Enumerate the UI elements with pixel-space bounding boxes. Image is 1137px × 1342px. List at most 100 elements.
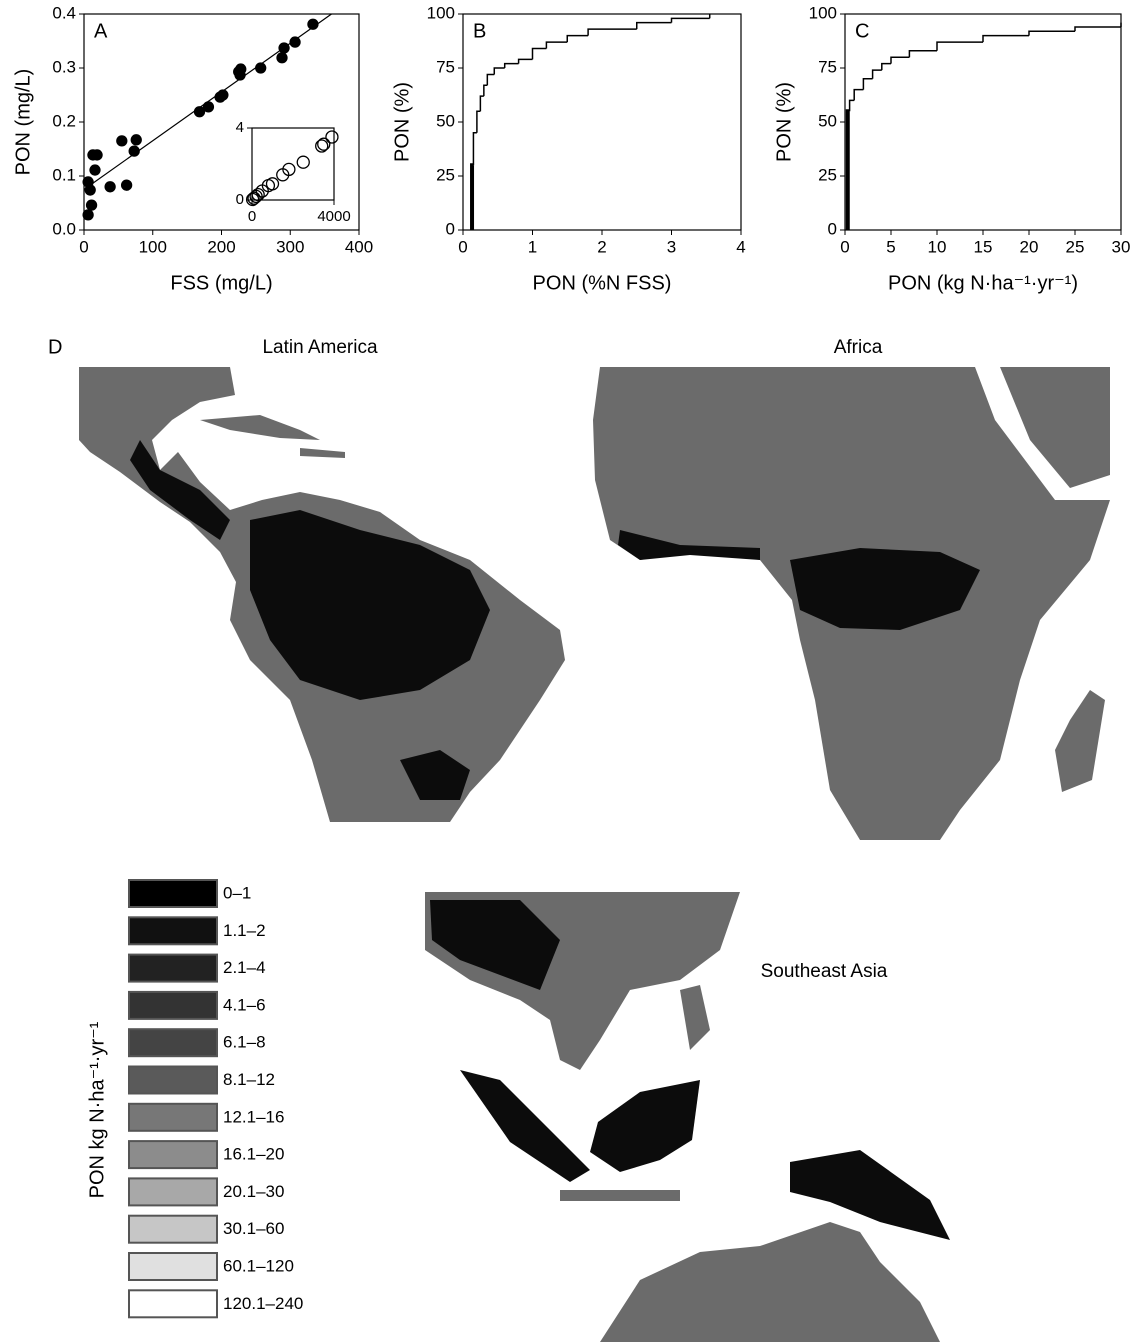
x-tick-label: 20 [1020,238,1039,257]
y-tick-label: 50 [818,111,837,130]
y-axis-title: PON (mg/L) [12,69,34,176]
y-tick-label: 4 [236,119,244,136]
x-tick-label: 3 [667,238,676,257]
legend-label: 60.1–120 [223,1256,294,1275]
y-tick-label: 0 [828,219,837,238]
data-point [297,156,309,168]
data-point [267,178,279,190]
data-point [117,136,127,146]
legend-swatch [129,1290,217,1317]
land-dark [790,1150,950,1240]
legend-label: 6.1–8 [223,1033,266,1052]
legend-swatch [129,955,217,982]
data-point [92,150,102,160]
legend-swatch [129,880,217,907]
step [983,36,1029,42]
legend-label: 1.1–2 [223,921,266,940]
x-tick-label: 25 [1066,238,1085,257]
legend-swatch [129,1104,217,1131]
x-tick-label: 4 [736,238,745,257]
data-point [105,182,115,192]
x-tick-label: 400 [345,238,373,257]
step [484,85,487,96]
step [891,57,909,63]
x-tick-label: 15 [974,238,993,257]
legend-swatch [129,917,217,944]
x-tick-label: 30 [1112,238,1131,257]
step [546,42,567,48]
y-tick-label: 75 [436,57,455,76]
plot-frame [463,14,741,230]
y-axis-title: PON (%) [391,82,413,162]
step [937,42,983,51]
panel-label: A [94,20,108,42]
panel-label: D [48,336,62,358]
data-point [122,180,132,190]
step [533,49,547,60]
legend-label: 20.1–30 [223,1182,284,1201]
step [567,36,588,42]
y-tick-label: 0.1 [52,165,76,184]
region-label: Southeast Asia [761,961,888,982]
x-tick-label: 100 [139,238,167,257]
y-tick-label: 25 [818,165,837,184]
land-dark [590,1080,700,1172]
legend-label: 16.1–20 [223,1145,284,1164]
step [672,18,710,22]
x-tick-label: 5 [886,238,895,257]
legend-label: 8.1–12 [223,1070,275,1089]
x-tick-label: 10 [928,238,947,257]
legend-swatch [129,992,217,1019]
x-tick-label: 200 [207,238,235,257]
legend-swatch [129,1067,217,1094]
legend-swatch [129,1216,217,1243]
panel-label: B [473,20,486,42]
data-point [277,53,287,63]
legend-label: 4.1–6 [223,995,266,1014]
y-tick-label: 0.4 [52,3,76,22]
step [909,51,937,57]
x-tick-label: 4000 [317,208,350,225]
y-tick-label: 0 [446,219,455,238]
island [560,1190,680,1201]
step [505,64,519,68]
fit-line [84,14,332,190]
step [480,96,483,111]
step [472,165,473,230]
x-tick-label: 2 [597,238,606,257]
step [487,74,494,85]
step [854,90,863,101]
step [850,100,855,111]
island [1055,690,1105,792]
step [519,59,533,63]
island [680,985,710,1050]
x-tick-label: 0 [840,238,849,257]
legend-swatch [129,1141,217,1168]
region-label: Latin America [262,337,378,358]
legend-label: 0–1 [223,883,251,902]
x-tick-label: 0 [79,238,88,257]
step [1075,27,1121,31]
step [848,111,850,230]
legend-label: 2.1–4 [223,958,266,977]
legend-label: 120.1–240 [223,1294,303,1313]
region-label: Africa [834,337,883,358]
step [473,133,476,165]
step [588,29,637,35]
step [863,79,872,90]
legend-swatch [129,1178,217,1205]
y-tick-label: 25 [436,165,455,184]
step [477,111,480,133]
x-axis-title: FSS (mg/L) [170,272,272,294]
x-tick-label: 0 [248,208,256,225]
legend-swatch [129,1029,217,1056]
x-axis-title: PON (kg N·ha⁻¹·yr⁻¹) [888,272,1078,294]
step [882,64,891,70]
legend-label: 30.1–60 [223,1219,284,1238]
plot-frame [84,14,359,230]
data-point [90,165,100,175]
y-tick-label: 50 [436,111,455,130]
panel-label: C [855,20,869,42]
land [600,1222,940,1342]
plot-frame [845,14,1121,230]
